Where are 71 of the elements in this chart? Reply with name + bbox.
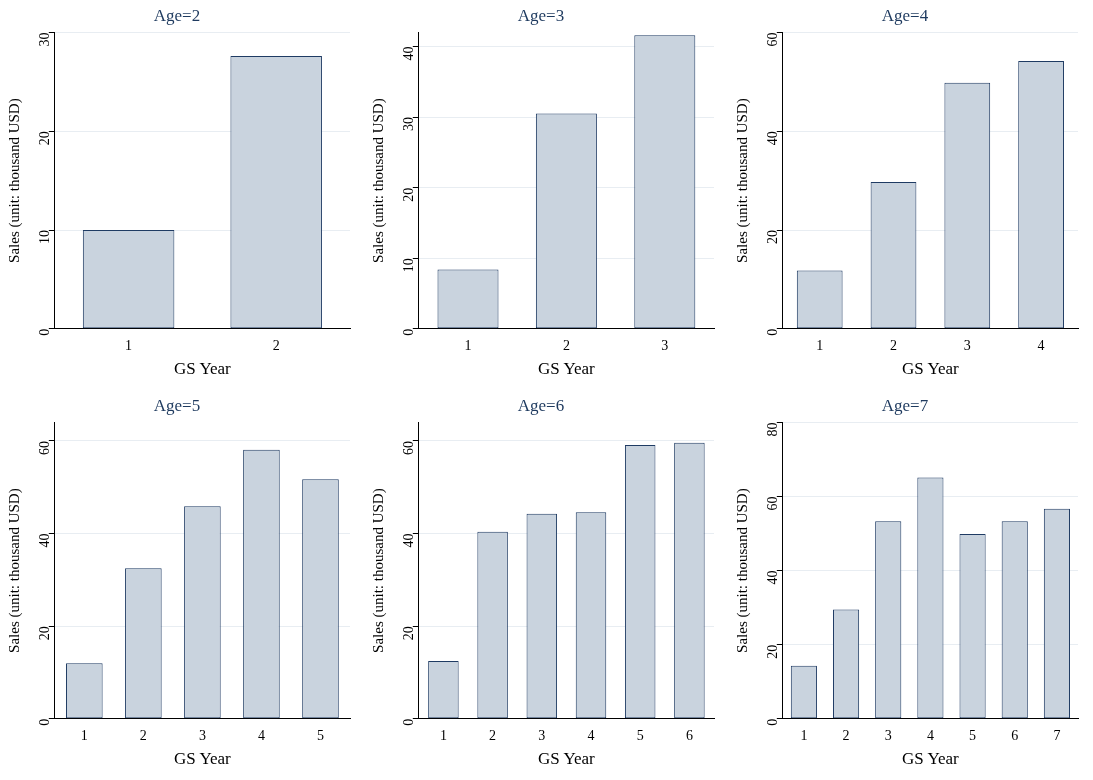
y-tick-label: 80 <box>765 422 781 437</box>
chart-title: Age=4 <box>881 5 929 25</box>
x-tick-label: 1 <box>80 727 88 743</box>
x-axis-title: GS Year <box>902 359 960 379</box>
y-tick-label: 30 <box>401 117 417 132</box>
x-axis-title: GS Year <box>174 359 232 379</box>
y-axis-title: Sales (unit: thousand USD) <box>733 98 751 263</box>
x-tick-label: 3 <box>884 727 892 743</box>
x-tick-label: 2 <box>139 727 147 743</box>
x-tick-label: 3 <box>963 337 971 353</box>
x-tick-label: 4 <box>257 727 265 743</box>
x-tick-label: 2 <box>489 727 497 743</box>
x-tick-label: 1 <box>125 337 133 353</box>
y-tick-label: 0 <box>37 718 53 726</box>
y-tick-label: 10 <box>401 258 417 273</box>
y-axis-title: Sales (unit: thousand USD) <box>369 98 387 263</box>
x-tick-label: 2 <box>890 337 897 353</box>
chart-title: Age=5 <box>153 395 201 415</box>
chart-title: Age=2 <box>153 5 201 25</box>
y-axis-title: Sales (unit: thousand USD) <box>5 98 23 263</box>
x-tick-label: 1 <box>464 337 472 353</box>
y-tick-label: 20 <box>765 644 781 659</box>
x-tick-label: 3 <box>661 337 669 353</box>
y-tick-label: 20 <box>37 131 53 146</box>
y-tick-label: 40 <box>401 533 417 548</box>
x-tick-label: 7 <box>1053 727 1061 743</box>
y-tick-label: 60 <box>765 32 781 47</box>
x-tick-label: 4 <box>926 727 934 743</box>
y-tick-label: 0 <box>401 718 417 726</box>
x-tick-label: 1 <box>439 727 447 743</box>
y-axis-title: Sales (unit: thousand USD) <box>5 488 23 653</box>
y-tick-label: 10 <box>37 230 53 244</box>
x-tick-label: 6 <box>1011 727 1019 743</box>
x-tick-label: 2 <box>272 337 280 353</box>
x-axis-title: GS Year <box>902 749 960 769</box>
x-axis-title: GS Year <box>538 749 596 769</box>
y-tick-label: 20 <box>401 626 417 641</box>
y-tick-label: 0 <box>37 328 53 336</box>
y-tick-label: 0 <box>765 328 781 336</box>
y-tick-label: 40 <box>765 131 781 146</box>
x-tick-label: 2 <box>562 337 570 353</box>
chart-title: Age=7 <box>881 395 929 415</box>
x-tick-label: 1 <box>816 337 824 353</box>
y-tick-label: 30 <box>37 32 53 47</box>
x-axis-title: GS Year <box>538 359 596 379</box>
y-tick-label: 40 <box>765 570 781 585</box>
x-tick-label: 6 <box>685 727 693 743</box>
x-tick-label: 1 <box>800 727 808 743</box>
y-axis-title: Sales (unit: thousand USD) <box>733 488 751 653</box>
x-tick-label: 4 <box>1037 337 1045 353</box>
chart-title: Age=3 <box>517 5 565 25</box>
y-tick-label: 0 <box>401 328 417 336</box>
y-tick-label: 40 <box>401 46 417 61</box>
y-tick-label: 20 <box>37 626 53 641</box>
x-tick-label: 4 <box>587 727 595 743</box>
x-tick-label: 5 <box>969 727 977 743</box>
y-tick-label: 0 <box>765 718 781 726</box>
y-axis-title: Sales (unit: thousand USD) <box>369 488 387 653</box>
y-tick-label: 60 <box>401 440 417 455</box>
y-tick-label: 60 <box>37 440 53 455</box>
x-tick-label: 3 <box>538 727 546 743</box>
x-tick-label: 5 <box>316 727 324 743</box>
y-tick-label: 40 <box>37 533 53 548</box>
chart-title: Age=6 <box>517 395 565 415</box>
x-tick-label: 5 <box>636 727 644 743</box>
y-tick-label: 20 <box>765 230 781 244</box>
x-tick-label: 2 <box>842 727 850 743</box>
y-tick-label: 20 <box>401 187 417 202</box>
x-axis-title: GS Year <box>174 749 232 769</box>
y-tick-label: 60 <box>765 496 781 511</box>
x-tick-label: 3 <box>198 727 206 743</box>
